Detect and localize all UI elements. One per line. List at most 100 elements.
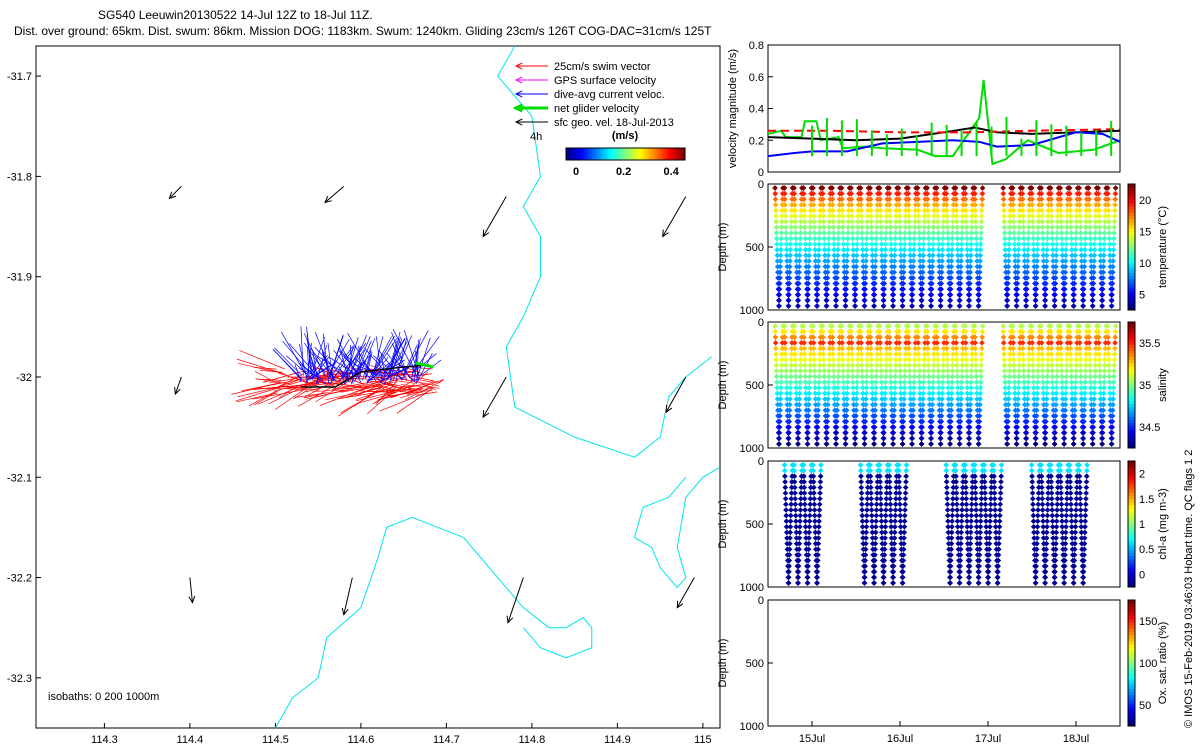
section-data-point [935,230,941,236]
section-data-point [1002,379,1008,386]
section-data-point [873,512,880,519]
section-data-point [815,396,822,402]
geo-velocity-arrow [324,186,345,203]
section-data-point [857,467,864,474]
section-data-point [1048,190,1054,197]
section-data-point [1059,252,1066,259]
section-data-point [1030,384,1037,391]
section-data-point [806,258,812,264]
section-data-point [858,490,865,496]
section-data-point [1028,185,1035,191]
section-data-point [982,512,989,519]
section-data-point [947,435,954,442]
section-data-point [954,368,960,374]
section-data-point [919,286,925,292]
section-data-point [1064,207,1071,214]
section-data-point [934,218,941,225]
dive-avg-current-vector [355,360,366,374]
section-data-point [987,518,993,525]
colorbar-frame [565,147,686,161]
section-data-point [872,401,879,408]
section-colorbar-tick-label: 1 [1139,519,1145,531]
dive-avg-current-vector [348,335,367,379]
section-data-point [845,368,851,374]
section-data-point [843,291,849,298]
section-data-point [926,258,933,264]
section-data-point [788,356,795,363]
section-data-point [905,185,911,191]
section-data-point [1044,523,1050,530]
section-data-point [868,501,875,508]
section-data-point [858,340,864,346]
section-data-point [906,362,913,369]
section-data-point [953,213,960,219]
section-data-point [792,512,799,519]
section-data-point [848,345,855,352]
section-data-point [871,303,877,309]
section-data-point [806,246,813,253]
section-data-point [788,484,795,491]
section-data-point [821,390,828,397]
section-data-point [917,258,923,264]
section-data-point [807,507,813,513]
section-colorbar-tick-label: 35 [1139,380,1151,392]
swim-vector [255,378,292,385]
section-data-point [871,424,878,430]
section-data-point [817,467,824,474]
section-data-point [852,429,859,436]
section-data-point [857,462,864,468]
section-data-point [849,213,855,219]
section-data-point [843,429,849,436]
section-data-point [772,202,779,208]
section-data-point [814,580,820,586]
section-data-point [1091,241,1098,248]
section-data-point [887,213,893,219]
section-data-point [1030,368,1036,374]
section-data-point [1110,246,1117,253]
section-colorbar-cell [1128,637,1135,642]
section-data-point [1069,390,1075,397]
section-colorbar-cell [1128,334,1135,339]
section-data-point [957,275,964,281]
section-data-point [910,396,917,402]
section-data-point [957,413,964,419]
section-data-point [954,518,961,525]
section-data-point [1038,479,1045,485]
section-data-point [1067,334,1073,341]
section-data-point [1047,323,1054,329]
section-data-point [849,230,856,236]
section-data-point [1105,190,1111,197]
section-data-point [937,297,944,304]
section-data-point [773,235,780,242]
section-data-point [853,390,860,397]
section-data-point [796,401,803,408]
section-data-point [810,462,816,468]
section-data-point [954,224,960,231]
section-data-point [1000,323,1006,329]
section-data-point [1001,356,1008,363]
section-data-point [1038,340,1045,346]
section-data-point [859,362,865,369]
section-data-point [1044,507,1051,513]
section-data-point [956,297,963,304]
section-data-point [774,252,781,259]
section-data-point [859,224,865,231]
section-data-point [1071,429,1077,436]
section-data-point [934,334,940,341]
section-data-point [1030,235,1037,242]
section-data-point [924,202,931,208]
section-data-point [956,580,963,586]
section-data-point [1040,379,1046,386]
section-data-point [935,373,942,380]
section-data-point [793,258,800,264]
section-data-point [897,501,903,508]
section-data-point [776,291,783,298]
section-data-point [871,435,878,442]
section-data-point [920,263,926,270]
section-data-point [902,484,909,491]
section-data-point [981,467,988,474]
section-data-point [1014,429,1020,436]
section-data-point [1006,379,1012,386]
section-data-point [983,529,990,536]
section-data-point [1073,490,1080,496]
